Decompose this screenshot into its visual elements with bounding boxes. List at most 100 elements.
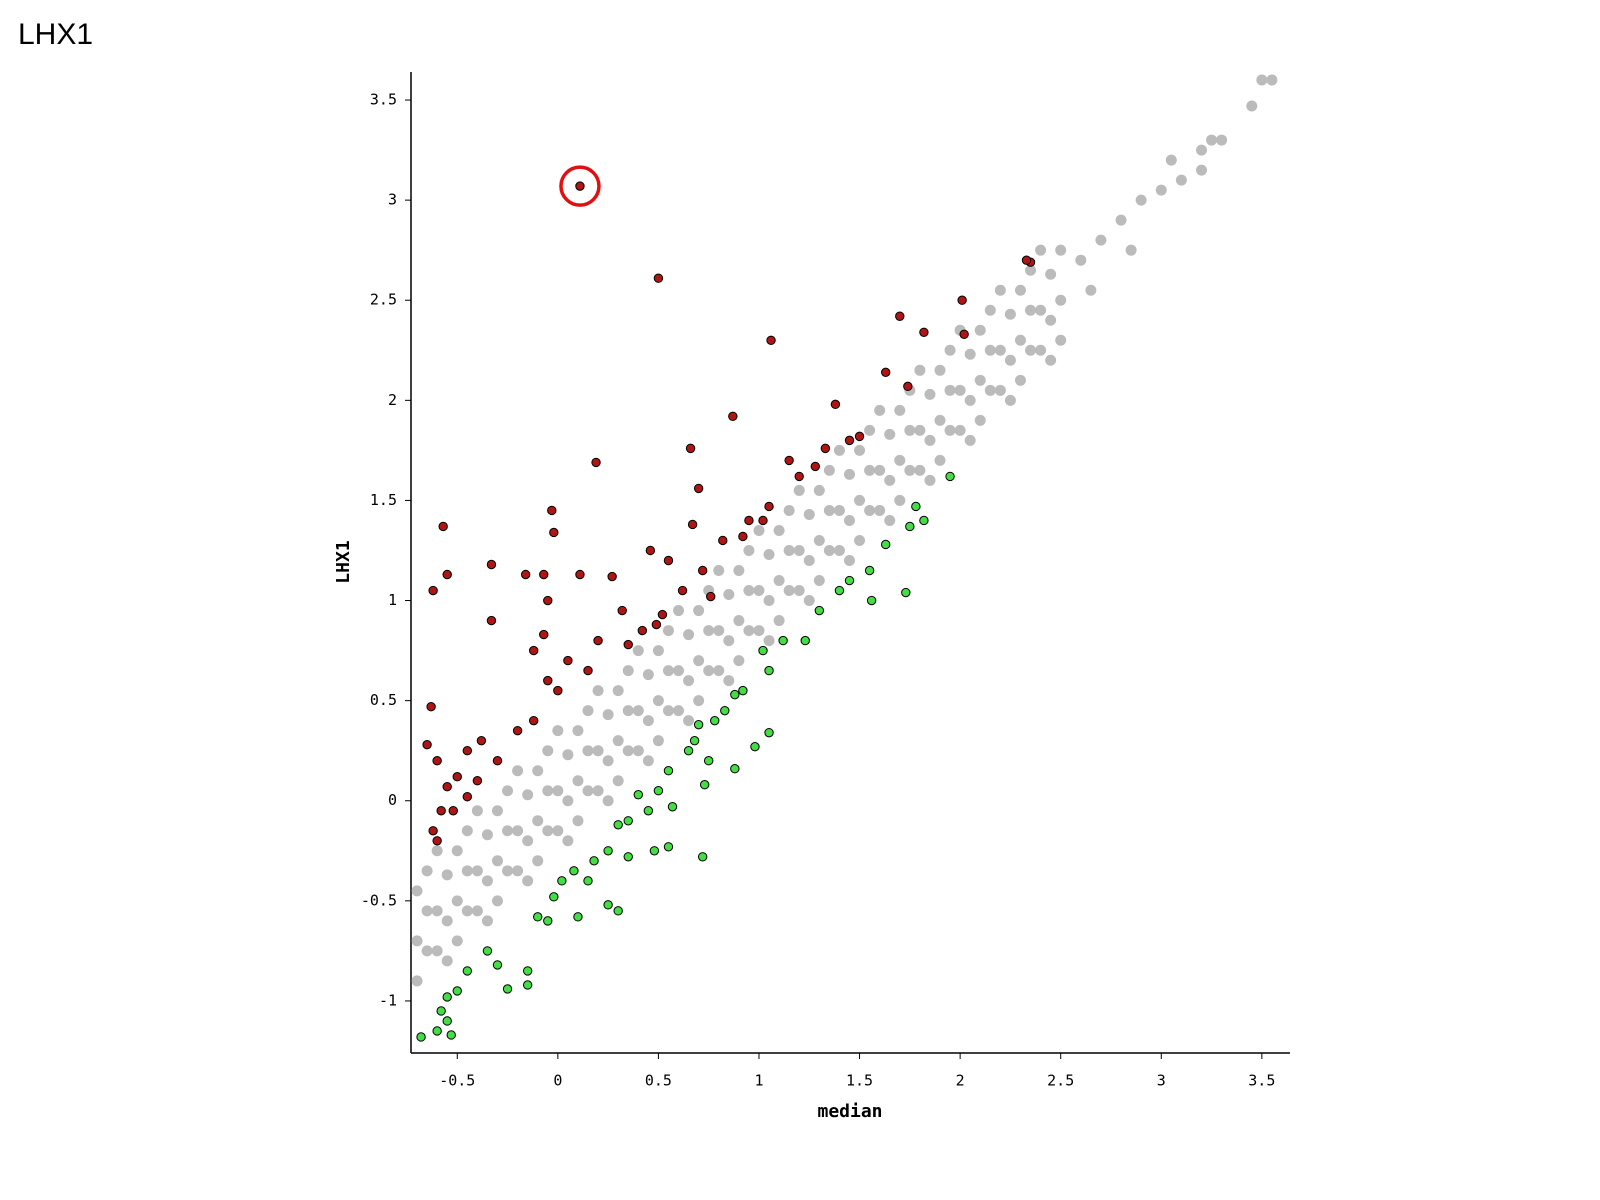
- point: [911, 501, 921, 512]
- point: [662, 705, 674, 717]
- point: [653, 273, 664, 283]
- y-axis-label: LHX1: [333, 540, 354, 583]
- point: [1115, 214, 1127, 226]
- point: [607, 571, 617, 582]
- point: [730, 689, 740, 700]
- point: [984, 304, 996, 316]
- point: [919, 515, 929, 526]
- point: [834, 585, 845, 596]
- point: [944, 384, 956, 396]
- point: [603, 900, 613, 910]
- point: [593, 635, 603, 646]
- point: [522, 875, 534, 887]
- point: [944, 344, 956, 356]
- point: [589, 856, 599, 866]
- point: [451, 935, 463, 947]
- point: [1035, 344, 1047, 356]
- point: [643, 806, 654, 816]
- point: [743, 544, 755, 556]
- point: [522, 980, 533, 990]
- point: [533, 912, 543, 922]
- point: [582, 785, 594, 797]
- point: [491, 805, 503, 817]
- point: [592, 685, 604, 697]
- point: [471, 805, 483, 817]
- point: [934, 454, 946, 466]
- point: [854, 431, 865, 442]
- point: [693, 655, 705, 667]
- point: [426, 701, 436, 712]
- point: [549, 527, 559, 538]
- point: [543, 595, 553, 606]
- point: [803, 554, 815, 566]
- point: [864, 504, 876, 516]
- point: [783, 504, 795, 516]
- point: [773, 615, 785, 627]
- point: [411, 975, 423, 987]
- point: [901, 587, 911, 598]
- point: [1195, 144, 1207, 156]
- point: [813, 484, 825, 496]
- point: [642, 715, 654, 727]
- point: [733, 655, 745, 667]
- point: [934, 414, 946, 426]
- point: [432, 1026, 442, 1036]
- point: [532, 815, 544, 827]
- point: [683, 629, 695, 641]
- point: [428, 585, 438, 596]
- point: [662, 625, 674, 637]
- point: [924, 474, 936, 486]
- point: [632, 705, 644, 717]
- point: [823, 464, 835, 476]
- point: [794, 471, 804, 482]
- point: [602, 795, 614, 807]
- point: [1175, 174, 1187, 186]
- point: [461, 865, 473, 877]
- x-tick-label: 0: [553, 1072, 562, 1090]
- point: [652, 645, 664, 657]
- y-tick-label: 1: [388, 591, 397, 609]
- point: [442, 782, 452, 792]
- point: [974, 324, 986, 336]
- point: [895, 311, 905, 321]
- point: [573, 912, 583, 922]
- point: [1055, 294, 1067, 306]
- point: [833, 504, 845, 516]
- point: [1045, 314, 1057, 326]
- point: [1055, 244, 1067, 256]
- point: [421, 905, 433, 917]
- point: [436, 806, 446, 816]
- point: [471, 905, 483, 917]
- point: [663, 766, 674, 776]
- point: [542, 745, 554, 757]
- point: [703, 625, 715, 637]
- point: [652, 695, 664, 707]
- point: [954, 424, 966, 436]
- point: [1216, 134, 1228, 146]
- point: [492, 960, 503, 970]
- point: [699, 780, 710, 790]
- point: [1256, 74, 1268, 86]
- point: [994, 344, 1006, 356]
- point: [612, 735, 624, 747]
- point: [814, 605, 825, 616]
- point: [512, 765, 524, 777]
- point: [964, 434, 976, 446]
- point: [411, 885, 423, 897]
- point: [750, 741, 760, 752]
- point: [476, 735, 487, 746]
- point: [471, 865, 483, 877]
- point: [522, 966, 533, 976]
- point: [673, 705, 685, 717]
- point: [964, 394, 976, 406]
- point: [803, 595, 815, 607]
- point: [758, 515, 768, 526]
- point: [1195, 164, 1207, 176]
- point: [1014, 334, 1026, 346]
- point: [652, 735, 664, 747]
- point: [854, 534, 866, 546]
- x-tick-label: 0.5: [645, 1072, 672, 1090]
- point: [452, 772, 462, 782]
- point: [1021, 255, 1032, 265]
